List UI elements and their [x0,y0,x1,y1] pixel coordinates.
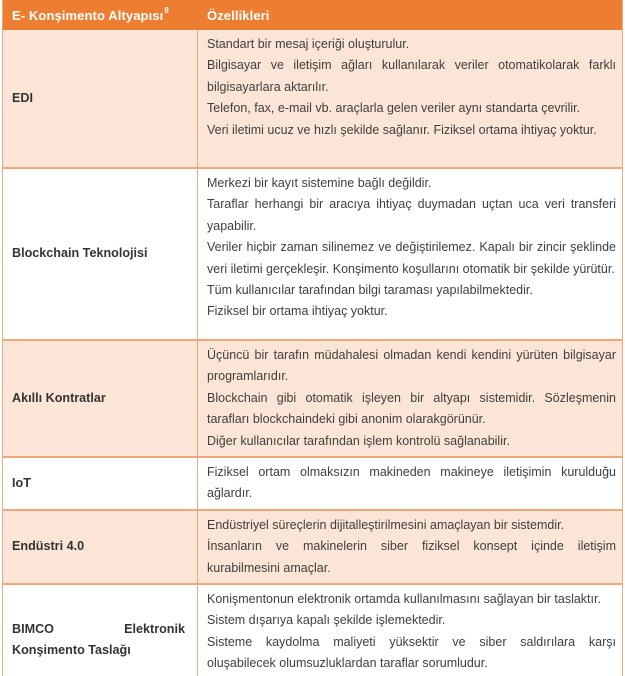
table-body: EDI Standart bir mesaj içeriği oluşturul… [3,30,622,676]
infrastructure-name: Endüstri 4.0 [12,539,85,554]
feature-text: Tüm kullanıcılar tarafından bilgi tarama… [207,283,533,298]
feature-text: Konişmentonun elektronik ortamda kullanı… [207,592,601,607]
table-header-row: E- Konşimento Altyapısı 8 Özellikleri [3,0,622,30]
feature-text: Standart bir mesaj içeriği oluşturulur. [207,37,410,51]
infrastructure-name: IoT [12,475,31,490]
infrastructure-label-cell: Akıllı Kontratlar [3,341,197,456]
feature-text: Diğer kullanıcılar tarafından işlem kont… [207,433,510,448]
table-row: Blockchain Teknolojisi Merkezi bir kayıt… [3,167,622,339]
infrastructure-label-cell: EDI [3,30,197,167]
infrastructure-label-cell: BIMCO Elektronik Konşimento Taslağı [3,585,197,676]
infrastructure-label-cell: IoT [3,458,197,509]
column-header-infrastructure-label: E- Konşimento Altyapısı [12,7,164,23]
feature-text: Bilgisayar ve iletişim ağları kullanılar… [207,58,616,94]
feature-text: Fiziksel ortam olmaksızın makineden maki… [207,465,616,501]
feature-text: Sisteme kaydolma maliyeti yüksektir ve s… [207,634,616,671]
infrastructure-name: EDI [12,90,33,105]
features-cell: Endüstriyel süreçlerin dijitalleştirilme… [197,510,622,584]
feature-text: Blockchain gibi otomatik işleyen bir alt… [207,390,616,427]
features-cell: Standart bir mesaj içeriği oluşturulur. B… [197,30,622,167]
infrastructure-name: Blockchain Teknolojisi [12,246,148,261]
feature-text: Veri iletimi ucuz ve hızlı şekilde sağla… [207,122,597,137]
table-row: BIMCO Elektronik Konşimento Taslağı Koni… [3,583,622,676]
column-header-features: Özellikleri [197,0,622,30]
feature-text: Sistem dışarıya kapalı şekilde işlemekte… [207,613,446,628]
features-cell: Merkezi bir kayıt sistemine bağlı değild… [197,169,622,339]
feature-text: Telefon, fax, e-mail vb. araçlarla gelen… [207,101,581,116]
table-row: EDI Standart bir mesaj içeriği oluşturul… [3,30,622,167]
infrastructure-name: BIMCO Elektronik Konşimento Taslağı [12,621,185,658]
feature-text: İnsanların ve makinelerin siber fiziksel… [207,539,616,575]
features-cell: Üçüncü bir tarafın müdahalesi olmadan ke… [197,341,622,457]
feature-text: Veriler hiçbir zaman silinemez ve değişt… [207,240,616,276]
table-row: IoT Fiziksel ortam olmaksızın makineden … [3,456,622,509]
infrastructure-label-cell: Blockchain Teknolojisi [3,169,197,339]
features-cell: Fiziksel ortam olmaksızın makineden maki… [197,458,622,509]
feature-text: Fiziksel bir ortama ihtiyaç yoktur. [207,304,388,319]
feature-text: Endüstriyel süreçlerin dijitalleştirilme… [207,517,565,532]
feature-text: Merkezi bir kayıt sistemine bağlı değild… [207,176,432,190]
column-header-features-label: Özellikleri [207,7,270,23]
feature-text: Taraflar herhangi bir aracıya ihtiyaç du… [207,197,616,233]
table-row: Endüstri 4.0 Endüstriyel süreçlerin diji… [3,508,622,584]
column-header-infrastructure: E- Konşimento Altyapısı 8 [12,6,169,23]
infrastructure-name: Akıllı Kontratlar [12,390,106,405]
features-cell: Konişmentonun elektronik ortamda kullanı… [197,585,622,676]
infrastructure-label-cell: Endüstri 4.0 [3,511,197,583]
feature-text: Üçüncü bir tarafın müdahalesi olmadan ke… [207,348,616,384]
table-row: Akıllı Kontratlar Üçüncü bir tarafın müd… [3,339,622,457]
